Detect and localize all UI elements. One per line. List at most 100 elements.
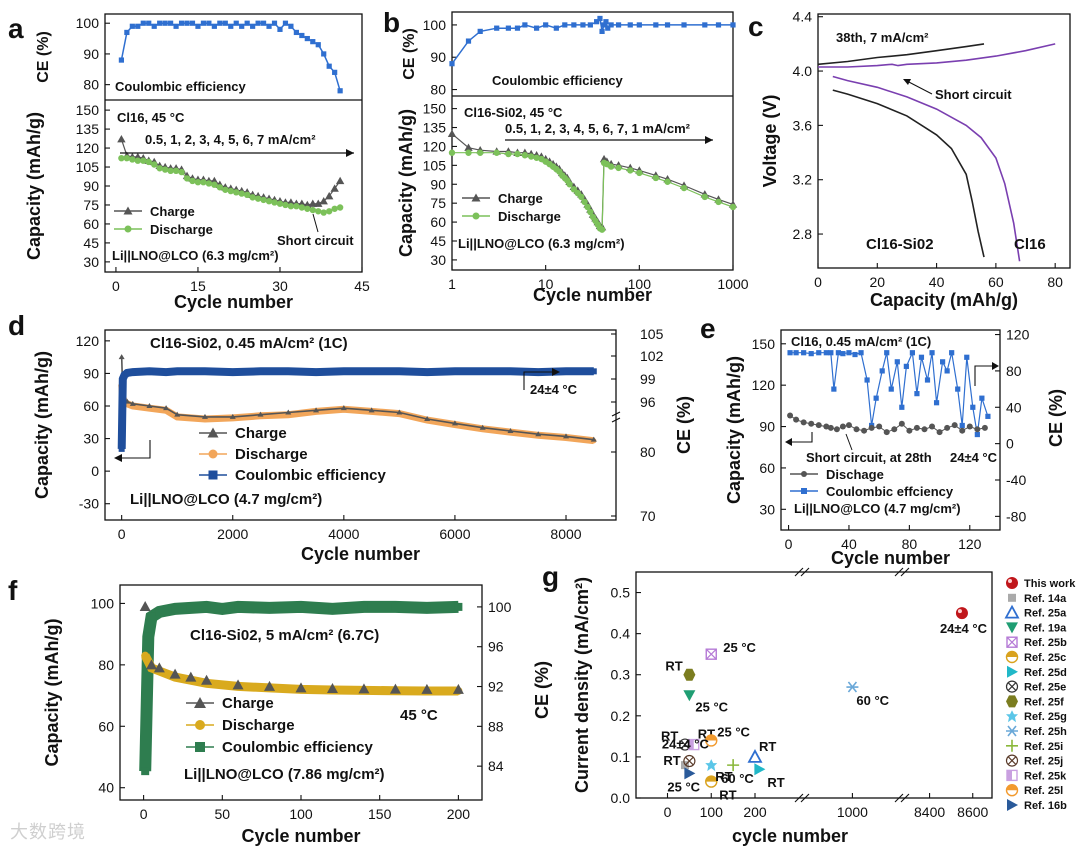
legend-label: Ref. 25e bbox=[1024, 682, 1066, 694]
data-point bbox=[118, 154, 125, 162]
data-point bbox=[285, 409, 292, 415]
plot-frame bbox=[104, 13, 363, 273]
y-tick-label: 3.2 bbox=[793, 172, 813, 188]
y-tick-label: 100 bbox=[488, 599, 512, 615]
temperature-label: 45 °C bbox=[400, 707, 438, 724]
data-point bbox=[229, 413, 236, 419]
data-point bbox=[974, 426, 981, 433]
marker-detail bbox=[705, 648, 717, 660]
scatter-point bbox=[684, 767, 696, 780]
data-point bbox=[839, 423, 846, 430]
ce-point bbox=[422, 603, 431, 612]
y-tick-label: 105 bbox=[423, 157, 447, 173]
x-tick-label: 8000 bbox=[550, 526, 581, 542]
data-point bbox=[701, 193, 709, 201]
ce-point bbox=[162, 20, 168, 26]
marker-detail bbox=[1007, 756, 1017, 766]
data-point bbox=[476, 149, 484, 156]
ce-point bbox=[297, 602, 305, 611]
data-point bbox=[315, 208, 322, 215]
scatter-point bbox=[727, 759, 740, 772]
ce-point bbox=[206, 20, 212, 26]
y-axis-title: Current density (mA/cm²) bbox=[572, 577, 592, 793]
data-point bbox=[447, 129, 457, 138]
ce-point bbox=[315, 42, 321, 48]
data-point bbox=[145, 158, 152, 166]
x-tick-label: 15 bbox=[190, 278, 206, 294]
ce-axis-title: CE (%) bbox=[35, 31, 52, 83]
plot-frame bbox=[780, 329, 1001, 531]
x-tick-label: 80 bbox=[1047, 274, 1063, 290]
y-tick-label: 90 bbox=[83, 46, 99, 62]
point-label: RT bbox=[663, 753, 680, 768]
scatter-point bbox=[747, 749, 763, 763]
legend-marker bbox=[801, 488, 807, 494]
y-tick-label: 90 bbox=[759, 419, 775, 435]
ce-point bbox=[465, 38, 472, 44]
plot-frame bbox=[451, 11, 734, 271]
x-tick-label: 8600 bbox=[957, 804, 988, 820]
panel-d: d -30 0 30 60 90 120 0 2000 4000 6000 8000 70 80 96 99 1… bbox=[8, 310, 694, 564]
data-point bbox=[222, 186, 229, 193]
ce-axis-arrow bbox=[523, 371, 554, 390]
ce-point bbox=[211, 23, 217, 29]
y-tick-label: 88 bbox=[488, 718, 504, 734]
x-tick-label: 0 bbox=[112, 278, 120, 294]
ce-point bbox=[949, 350, 955, 356]
scatter-point bbox=[683, 668, 696, 681]
y2-tick-label: 99 bbox=[640, 371, 656, 387]
ce-point bbox=[359, 602, 368, 611]
data-point bbox=[578, 193, 585, 201]
x-tick-label: 40 bbox=[841, 536, 857, 552]
short-circuit-arrowhead bbox=[903, 79, 911, 85]
y-tick-label: 90 bbox=[83, 365, 99, 381]
ce-point bbox=[494, 25, 500, 31]
y-tick-label: 30 bbox=[430, 252, 446, 268]
ce-point bbox=[940, 359, 946, 365]
ce-point bbox=[730, 22, 736, 28]
ce-point bbox=[627, 22, 633, 28]
x-axis-title: Cycle number bbox=[831, 548, 950, 568]
ce-point bbox=[321, 51, 327, 57]
y-tick-label: 60 bbox=[430, 214, 446, 230]
data-point bbox=[257, 411, 264, 417]
temperature-label: 24±4 °C bbox=[530, 382, 578, 397]
marker-detail bbox=[1007, 770, 1012, 781]
data-point bbox=[304, 205, 311, 212]
short-circuit-label: Short circuit, at 28th bbox=[806, 450, 932, 465]
panel-letter-a: a bbox=[8, 13, 24, 44]
legend-label: Coulombic efficiency bbox=[222, 739, 374, 756]
highlight bbox=[957, 609, 962, 614]
x-axis-title: Cycle number bbox=[533, 285, 652, 305]
charge-point bbox=[452, 683, 464, 694]
data-point bbox=[845, 422, 852, 429]
y2-tick-label: 80 bbox=[640, 444, 656, 460]
point-label: RT bbox=[665, 659, 682, 674]
ce-point bbox=[201, 368, 208, 375]
charge-point bbox=[232, 679, 244, 690]
ce-point bbox=[929, 350, 935, 356]
ce-point bbox=[129, 369, 136, 376]
ce-point bbox=[163, 369, 170, 376]
y-tick-label: 120 bbox=[1006, 327, 1030, 343]
x-tick-label: 0 bbox=[814, 274, 822, 290]
ce-point bbox=[171, 604, 180, 613]
legend-label: Ref. 25h bbox=[1024, 726, 1067, 738]
ce-point bbox=[571, 22, 577, 28]
x-tick-label: 45 bbox=[354, 278, 370, 294]
ce-point bbox=[681, 22, 687, 28]
ce-point bbox=[553, 25, 559, 31]
ce-point bbox=[608, 22, 614, 28]
ce-point bbox=[864, 377, 870, 383]
condition-header: Cl16, 0.45 mA/cm² (1C) bbox=[791, 334, 931, 349]
ce-point bbox=[787, 350, 793, 356]
ce-point bbox=[879, 368, 885, 374]
ce-point bbox=[368, 368, 375, 375]
charge-point bbox=[139, 601, 151, 611]
ce-point bbox=[141, 767, 150, 776]
ce-point bbox=[979, 395, 985, 401]
ce-point bbox=[653, 22, 659, 28]
point-label: 25 °C bbox=[717, 724, 750, 739]
panel-letter-e: e bbox=[700, 313, 716, 344]
legend-label: Ref. 25j bbox=[1024, 756, 1063, 768]
